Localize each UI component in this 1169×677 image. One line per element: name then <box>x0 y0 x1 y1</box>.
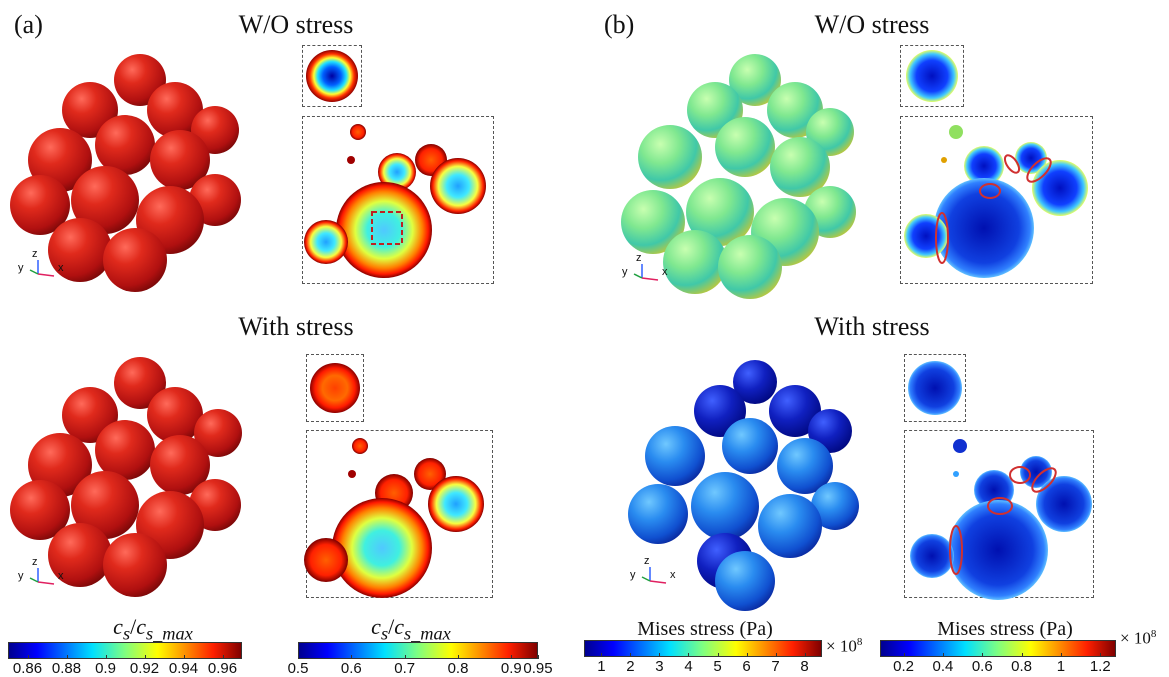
colorbar-tick-label: 0.86 <box>12 660 43 677</box>
axis-z-label: z <box>644 555 650 567</box>
colorbar-tick-label: 0.92 <box>129 660 160 677</box>
colorbar-tick-label: 0.4 <box>932 658 954 675</box>
colorbar-tick-mark <box>903 653 905 657</box>
colorbar-tick-mark <box>511 655 513 659</box>
colorbar-tick-label: 0.8 <box>1011 658 1033 675</box>
particle-cluster-a-top <box>10 54 241 292</box>
colorbar-tick-mark <box>601 653 603 657</box>
colorbar-b-left-multiplier: × 108 <box>826 636 863 656</box>
cross-section-small-a-top <box>306 50 358 102</box>
colorbar-a-left <box>8 642 242 659</box>
colorbar-b-right-multiplier: × 108 <box>1120 628 1157 648</box>
axis-z-label: z <box>32 556 38 568</box>
colorbar-a-right-title: cs/cs_max <box>371 614 451 644</box>
colorbar-tick-label: 1 <box>597 658 606 675</box>
panel-b-title-top: W/O stress <box>814 10 930 39</box>
colorbar-tick-label: 1.2 <box>1089 658 1111 675</box>
colorbar-tick-mark <box>144 655 146 659</box>
colorbar-tick-mark <box>222 655 224 659</box>
colorbar-tick-label: 0.9 <box>500 660 522 677</box>
colorbar-tick-label: 7 <box>771 658 780 675</box>
colorbar-tick-label: 0.9 <box>95 660 116 677</box>
colorbar-tick-mark <box>298 655 299 659</box>
colorbar-tick-mark <box>804 653 806 657</box>
colorbar-tick-label: 0.8 <box>447 660 469 677</box>
colorbar-tick-label: 0.7 <box>394 660 416 677</box>
colorbar-tick-label: 5 <box>713 658 722 675</box>
colorbar-tick-label: 4 <box>684 658 693 675</box>
colorbar-a-left-title: cs/cs_max <box>113 614 193 644</box>
colorbar-tick-mark <box>183 655 185 659</box>
inset-large-a-top <box>302 116 494 284</box>
colorbar-b-left-title: Mises stress (Pa) <box>637 618 773 640</box>
panel-a-title-bottom: With stress <box>238 312 354 341</box>
panel-b-label: (b) <box>604 10 635 39</box>
axis-y-label: y <box>630 569 636 581</box>
particle-cluster-a-bottom <box>10 357 242 597</box>
colorbar-tick-label: 0.95 <box>523 660 553 677</box>
colorbar-tick-label: 0.88 <box>51 660 82 677</box>
colorbar-tick-mark <box>404 655 406 659</box>
colorbar-tick-label: 1 <box>1056 658 1066 675</box>
cross-section-small-b-top <box>906 50 958 102</box>
colorbar-tick-label: 8 <box>800 658 809 675</box>
inset-small-a-top <box>302 45 362 107</box>
particle-cluster-b-bottom <box>628 360 859 611</box>
colorbar-a-right <box>298 642 538 659</box>
axis-x-label: x <box>58 570 64 582</box>
colorbar-tick-label: 0.94 <box>168 660 199 677</box>
colorbar-tick-mark <box>1060 653 1062 657</box>
axis-z-label: z <box>32 248 38 260</box>
axis-x-label: x <box>58 262 64 274</box>
panel-b-title-bottom: With stress <box>814 312 930 341</box>
colorbar-tick-mark <box>746 653 748 657</box>
cross-section-large-b-bottom <box>910 439 1092 600</box>
colorbar-tick-mark <box>942 653 944 657</box>
particle-cluster-b-top <box>621 54 856 299</box>
cross-section-large-b-top <box>904 125 1088 278</box>
axis-y-label: y <box>622 266 628 278</box>
inset-small-b-bottom <box>904 354 966 422</box>
axis-y-label: y <box>18 570 24 582</box>
inset-large-b-top <box>900 116 1093 284</box>
cross-section-large-a-bottom <box>304 438 484 598</box>
colorbar-tick-mark <box>775 653 777 657</box>
colorbar-b-right-title: Mises stress (Pa) <box>937 618 1073 640</box>
colorbar-tick-mark <box>351 655 353 659</box>
inset-large-a-bottom <box>306 430 493 598</box>
colorbar-tick-mark <box>458 655 459 659</box>
colorbar-tick-mark <box>630 653 632 657</box>
colorbar-tick-label: 6 <box>742 658 751 675</box>
inset-small-b-top <box>900 45 964 107</box>
colorbar-tick-mark <box>538 655 539 659</box>
colorbar-b-right <box>880 640 1116 657</box>
cross-section-small-a-bottom <box>310 363 360 413</box>
colorbar-tick-label: 0.5 <box>287 660 309 677</box>
colorbar-tick-mark <box>66 655 68 659</box>
colorbar-tick-label: 0.6 <box>971 658 993 675</box>
axis-x-label: x <box>670 569 676 581</box>
colorbar-tick-label: 0.2 <box>893 658 915 675</box>
cross-section-large-a-top <box>304 124 486 278</box>
colorbar-tick-mark <box>688 653 690 657</box>
axis-z-label: z <box>636 252 642 264</box>
colorbar-tick-label: 0.6 <box>340 660 362 677</box>
colorbar-tick-mark <box>105 655 107 659</box>
inset-small-a-bottom <box>306 354 364 422</box>
colorbar-tick-label: 0.96 <box>207 660 238 677</box>
colorbar-tick-mark <box>717 653 719 657</box>
axis-y-label: y <box>18 262 24 274</box>
colorbar-tick-mark <box>1100 653 1102 657</box>
colorbar-tick-label: 2 <box>626 658 635 675</box>
colorbar-tick-label: 3 <box>655 658 664 675</box>
colorbar-tick-mark <box>982 653 984 657</box>
cross-section-small-b-bottom <box>908 361 962 415</box>
colorbar-tick-mark <box>659 653 661 657</box>
panel-a-label: (a) <box>14 10 43 39</box>
axis-x-label: x <box>662 266 668 278</box>
colorbar-tick-mark <box>27 655 29 659</box>
colorbar-b-left <box>584 640 822 657</box>
panel-a-title-top: W/O stress <box>238 10 354 39</box>
colorbar-tick-mark <box>1021 653 1023 657</box>
